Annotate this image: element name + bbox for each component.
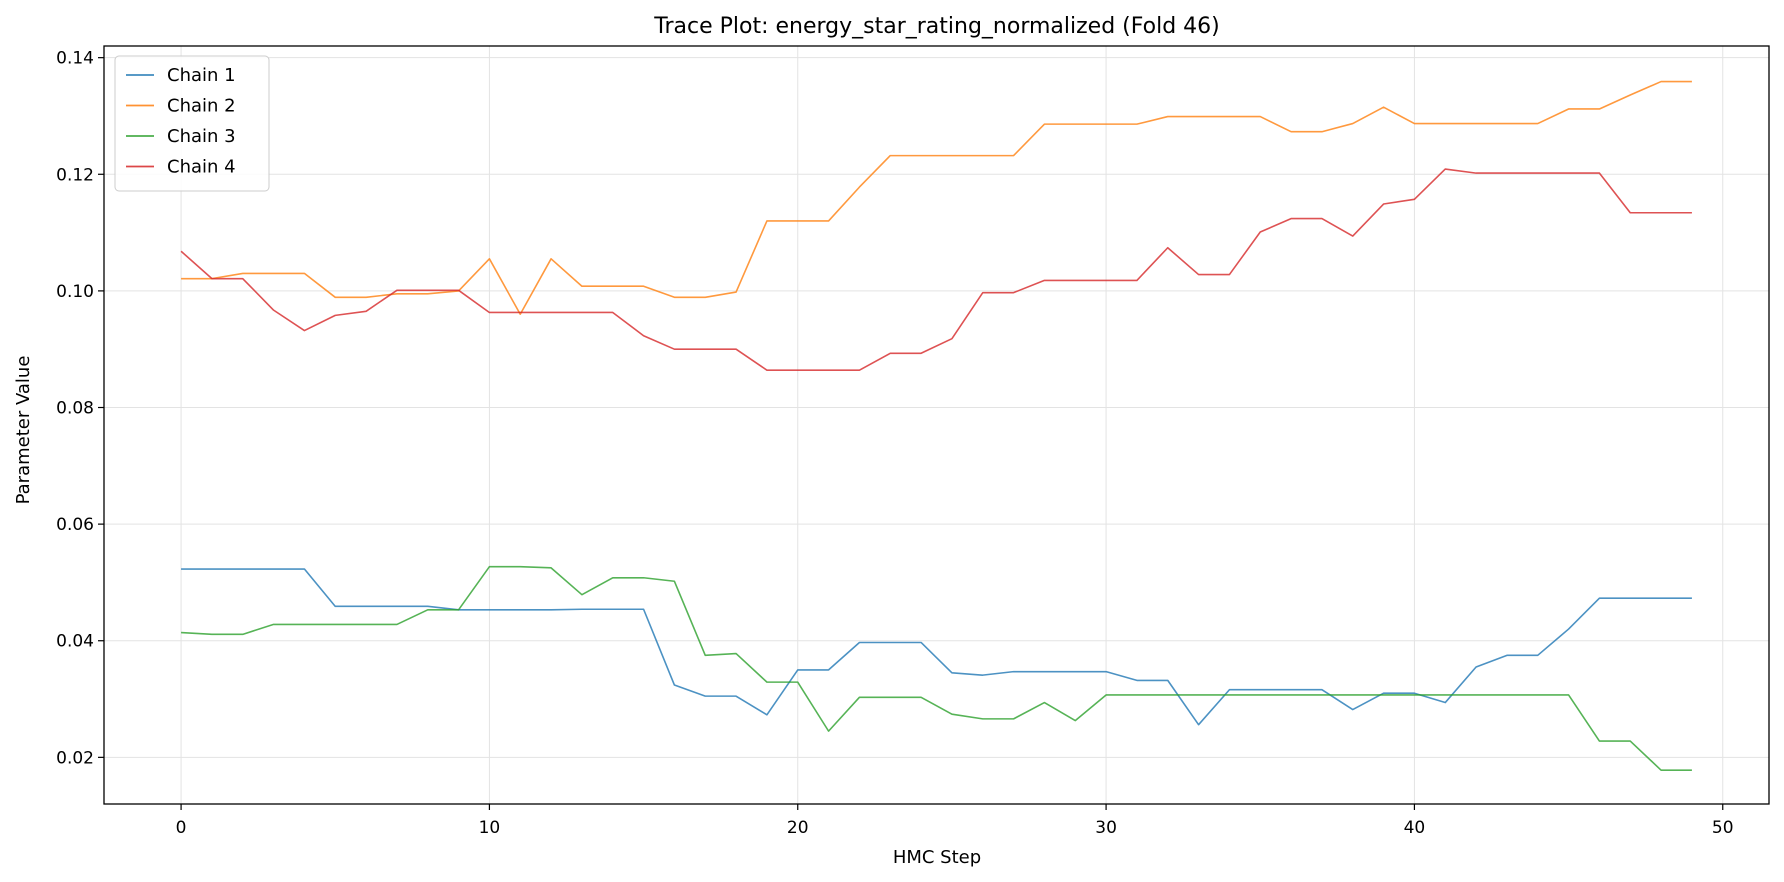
legend-label: Chain 2 <box>167 96 236 117</box>
y-tick-label: 0.06 <box>56 515 94 535</box>
series-line-chain-4 <box>180 168 1692 371</box>
series-line-chain-1 <box>181 568 1692 726</box>
x-tick-label: 30 <box>1095 818 1117 838</box>
chart-title: Trace Plot: energy_star_rating_normalize… <box>653 14 1219 39</box>
y-tick-label: 0.12 <box>56 165 94 185</box>
y-tick-label: 0.10 <box>56 282 94 302</box>
y-tick-label: 0.14 <box>56 49 94 69</box>
legend-label: Chain 3 <box>167 126 236 147</box>
legend: Chain 1 Chain 2 Chain 3 Chain 4 <box>114 55 270 192</box>
plot-area-frame <box>103 45 1770 805</box>
x-tick-label: 10 <box>479 818 501 838</box>
legend-label: Chain 4 <box>167 157 236 178</box>
grid-lines <box>104 46 1769 804</box>
y-axis-label: Parameter Value <box>13 356 34 505</box>
series-line-chain-3 <box>181 565 1692 771</box>
x-axis-label: HMC Step <box>893 847 981 868</box>
y-tick-label: 0.04 <box>56 632 94 652</box>
legend-box <box>114 55 270 192</box>
series-lines <box>180 80 1692 771</box>
x-tick-label: 40 <box>1404 818 1426 838</box>
x-tick-label: 0 <box>176 818 187 838</box>
axis-ticks: 0 10 20 30 40 50 0.02 0.04 0.06 0.08 0.10 0.12 0.14 <box>56 49 1733 838</box>
series-line-chain-2 <box>181 80 1692 316</box>
y-tick-label: 0.02 <box>56 748 94 768</box>
y-tick-label: 0.08 <box>56 399 94 419</box>
x-tick-label: 20 <box>787 818 809 838</box>
x-tick-label: 50 <box>1712 818 1734 838</box>
legend-label: Chain 1 <box>167 65 236 86</box>
